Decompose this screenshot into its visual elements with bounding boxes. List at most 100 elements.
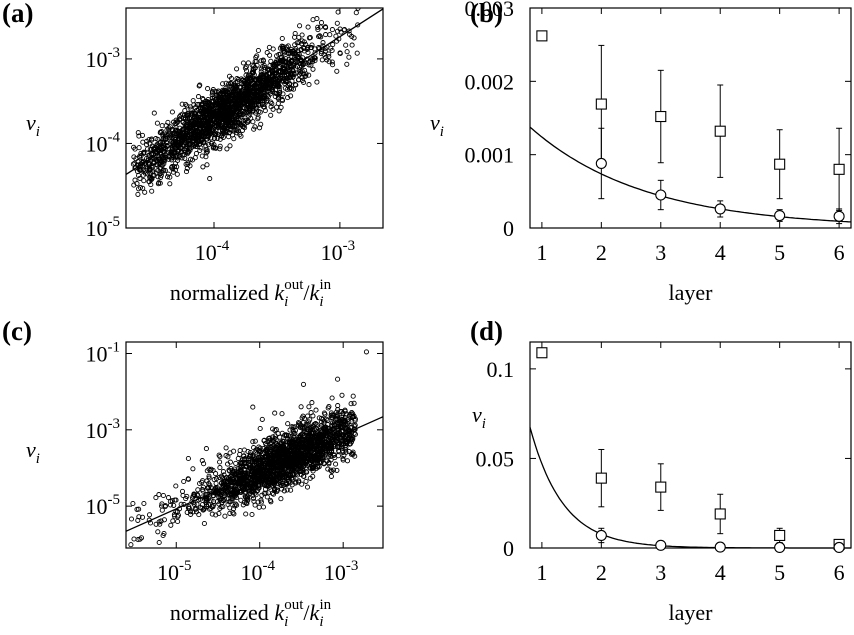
data-point	[295, 458, 301, 464]
data-point	[154, 120, 160, 126]
data-point	[138, 535, 145, 541]
data-point	[289, 50, 295, 57]
data-point	[258, 497, 264, 503]
square-marker	[536, 30, 548, 42]
data-point	[233, 114, 239, 120]
data-point	[245, 100, 251, 106]
data-point	[329, 420, 336, 426]
data-point	[161, 530, 167, 537]
data-point	[296, 455, 302, 461]
data-point	[314, 421, 320, 428]
data-point	[216, 510, 222, 517]
data-point	[156, 539, 162, 546]
plot-frame	[529, 7, 852, 229]
data-point	[261, 62, 267, 69]
data-point	[278, 104, 284, 110]
data-point	[310, 468, 316, 474]
data-point	[310, 66, 316, 72]
data-point	[159, 501, 165, 507]
data-point	[192, 155, 198, 161]
data-point	[201, 520, 207, 527]
data-point	[132, 165, 138, 171]
data-point	[264, 66, 271, 72]
data-point	[306, 62, 312, 68]
data-point	[169, 164, 175, 170]
data-point	[279, 35, 285, 42]
data-point	[186, 123, 192, 129]
data-point	[262, 482, 268, 488]
data-point	[307, 426, 313, 432]
data-point	[250, 463, 256, 469]
data-point	[137, 184, 143, 191]
data-point	[185, 160, 191, 166]
data-point	[294, 40, 300, 46]
data-point	[224, 146, 230, 152]
data-point	[328, 473, 334, 479]
plot-frame	[125, 7, 384, 229]
data-point	[334, 467, 340, 473]
data-point	[270, 458, 277, 464]
data-point	[215, 491, 221, 497]
data-point	[233, 85, 239, 91]
data-point	[236, 469, 242, 475]
data-point	[197, 480, 203, 487]
line-panel-(b): 1 2 3 4 5 6 0 0.001 0.002 0.003 vi layer	[430, 0, 852, 305]
data-point	[344, 49, 350, 55]
data-point	[132, 177, 138, 183]
x-axis-label: layer	[669, 600, 714, 625]
data-point	[338, 441, 344, 448]
data-point	[204, 147, 210, 153]
data-point	[257, 109, 263, 115]
data-point	[340, 414, 346, 420]
data-point	[298, 468, 304, 475]
data-point	[227, 83, 233, 89]
data-point	[192, 121, 198, 127]
data-point	[184, 103, 190, 109]
data-point	[309, 453, 315, 459]
data-point	[175, 518, 181, 525]
data-point	[203, 496, 209, 502]
x-tick-label: 5	[774, 560, 785, 585]
data-point	[255, 114, 261, 120]
data-point	[273, 81, 279, 88]
data-point	[349, 414, 355, 421]
data-point	[330, 426, 336, 432]
data-point	[234, 75, 240, 82]
data-point	[282, 466, 288, 473]
data-point	[244, 486, 250, 492]
data-point	[320, 40, 326, 46]
data-point	[219, 131, 225, 137]
data-point	[228, 75, 235, 82]
data-point	[250, 119, 256, 125]
data-point	[310, 413, 316, 419]
data-point	[268, 104, 274, 110]
x-axis-label: layer	[669, 280, 714, 305]
data-point	[149, 136, 155, 142]
panel-label-c: (c)	[2, 316, 32, 346]
x-tick-label: 6	[834, 240, 845, 265]
plot-frame	[125, 341, 384, 549]
data-point	[304, 429, 310, 435]
data-point	[314, 460, 320, 466]
data-point	[211, 144, 217, 150]
data-point	[247, 108, 253, 114]
data-point	[264, 494, 270, 500]
data-point	[173, 497, 179, 503]
data-point	[293, 471, 299, 477]
data-point	[223, 121, 229, 127]
data-point	[278, 496, 284, 502]
data-point	[205, 96, 211, 103]
y-axis-label: vi	[26, 110, 40, 140]
data-point	[235, 102, 241, 109]
data-point	[346, 54, 352, 60]
panel-label-b: (b)	[470, 0, 503, 28]
data-point	[205, 126, 211, 132]
circle-marker	[774, 209, 786, 222]
data-point	[255, 485, 261, 491]
data-point	[204, 468, 210, 474]
data-point	[260, 58, 266, 64]
data-point	[285, 61, 291, 67]
x-tick-label: 3	[655, 240, 666, 265]
data-point	[281, 447, 288, 454]
data-point	[206, 142, 212, 148]
